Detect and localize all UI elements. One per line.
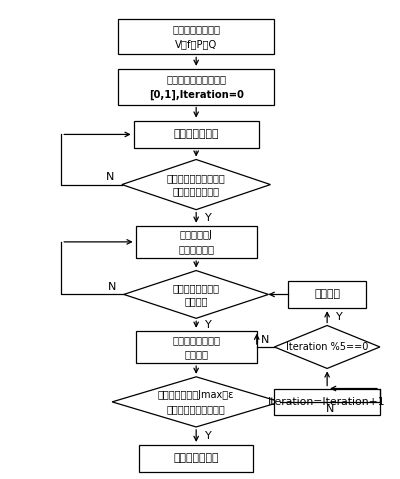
Text: Y: Y <box>204 213 211 223</box>
Text: 加入抗体种群: 加入抗体种群 <box>178 244 214 254</box>
Text: 输出结果，退出: 输出结果，退出 <box>174 453 219 463</box>
Text: 或者满足最大迭代次数: 或者满足最大迭代次数 <box>167 404 226 414</box>
Polygon shape <box>274 325 380 368</box>
Text: 克隆、高斯变异、: 克隆、高斯变异、 <box>172 335 220 345</box>
Polygon shape <box>112 377 280 427</box>
Text: Y: Y <box>204 431 211 441</box>
Text: 抗体总群是否达到: 抗体总群是否达到 <box>173 283 220 293</box>
Polygon shape <box>122 160 270 210</box>
FancyBboxPatch shape <box>136 331 257 363</box>
Text: N: N <box>326 404 334 414</box>
FancyBboxPatch shape <box>274 388 380 415</box>
Text: Y: Y <box>336 312 342 322</box>
Text: V、f、P、Q: V、f、P、Q <box>175 39 217 49</box>
Text: 计算初始滑差、功率因: 计算初始滑差、功率因 <box>167 172 226 182</box>
Text: 随机初始化抗体: 随机初始化抗体 <box>174 129 219 139</box>
FancyBboxPatch shape <box>288 281 366 308</box>
Polygon shape <box>124 271 268 319</box>
FancyBboxPatch shape <box>136 226 257 258</box>
Text: N: N <box>106 172 114 182</box>
Text: N: N <box>261 335 270 345</box>
Text: [0,1],Iteration=0: [0,1],Iteration=0 <box>149 89 244 100</box>
Text: Y: Y <box>204 319 211 330</box>
Text: 设定辨识参数取值区间: 设定辨识参数取值区间 <box>166 74 226 84</box>
Text: 计算亲和度J: 计算亲和度J <box>180 230 213 240</box>
Text: 定向进化: 定向进化 <box>184 349 208 359</box>
FancyBboxPatch shape <box>118 69 274 104</box>
Text: Iteration %5==0: Iteration %5==0 <box>286 342 368 352</box>
Text: Iteration=Iteration+1: Iteration=Iteration+1 <box>268 397 386 407</box>
FancyBboxPatch shape <box>118 19 274 55</box>
Text: 预处理后负荷数据: 预处理后负荷数据 <box>172 24 220 34</box>
Text: 抗体抑制: 抗体抑制 <box>314 289 340 299</box>
FancyBboxPatch shape <box>134 121 259 148</box>
Text: 一定规模: 一定规模 <box>184 296 208 306</box>
Text: 种群最高亲和度Jmax＜ε: 种群最高亲和度Jmax＜ε <box>158 390 234 400</box>
Text: N: N <box>108 282 116 292</box>
FancyBboxPatch shape <box>140 445 253 472</box>
Text: 数，是否满足要求: 数，是否满足要求 <box>173 186 220 196</box>
